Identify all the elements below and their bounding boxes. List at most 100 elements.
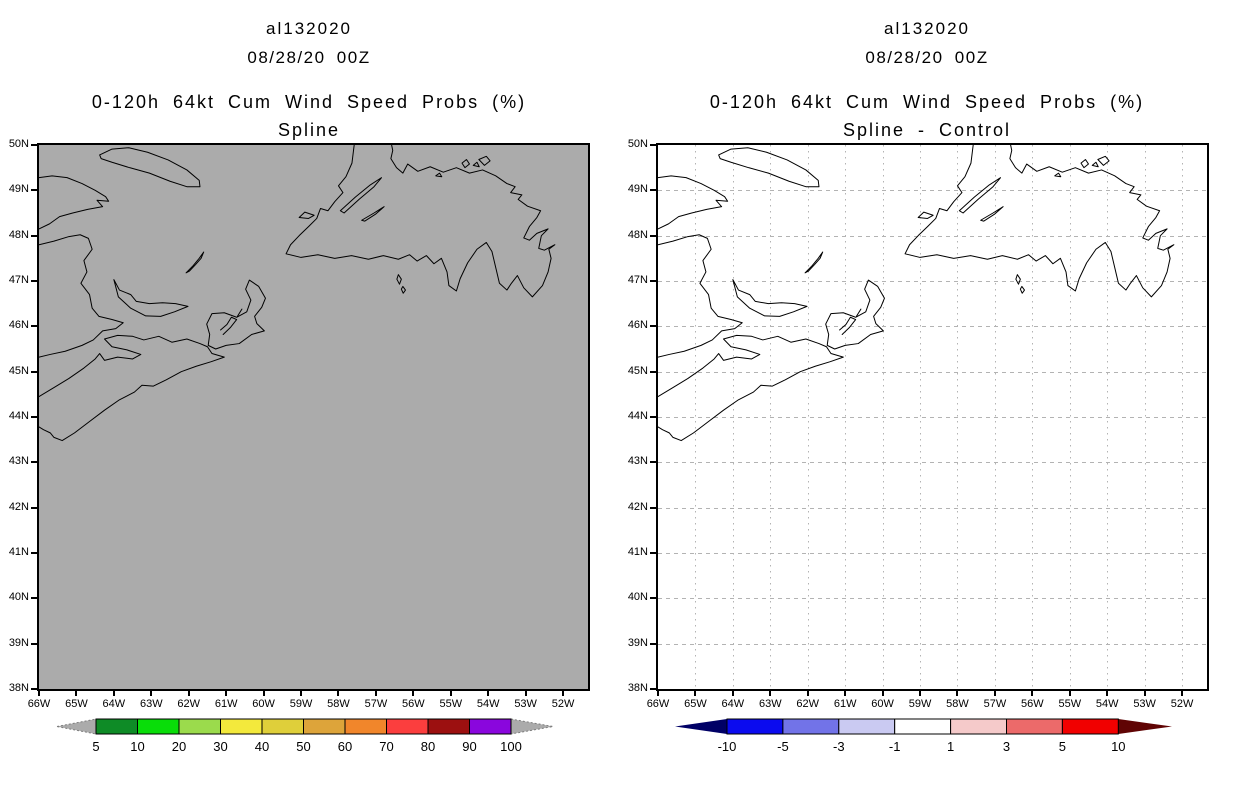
colorbar-segment: [386, 718, 429, 735]
lon-tick: [412, 691, 415, 696]
lon-label: 52W: [1170, 698, 1194, 710]
lon-tick: [919, 691, 922, 696]
colorbar-segment: [95, 718, 138, 735]
lat-tick: [31, 461, 37, 464]
lon-label: 62W: [796, 698, 820, 710]
lon-tick: [487, 691, 490, 696]
colorbar-tick-label: 100: [500, 739, 522, 754]
lon-label: 54W: [1095, 698, 1119, 710]
lon-label: 66W: [27, 698, 51, 710]
lat-tick: [650, 325, 656, 328]
lat-label: 46N: [8, 319, 29, 332]
lon-tick: [524, 691, 527, 696]
lon-label: 52W: [551, 698, 575, 710]
lon-tick: [844, 691, 847, 696]
lat-tick: [31, 642, 37, 645]
lon-label: 56W: [1021, 698, 1044, 710]
lat-label: 47N: [8, 274, 29, 286]
colorbar-tick-label: 10: [1111, 739, 1125, 754]
storm-id: al132020: [884, 19, 970, 38]
lat-label: 45N: [627, 364, 648, 377]
lon-tick: [337, 691, 340, 696]
lat-label: 48N: [627, 228, 648, 241]
plot-title: 0-120h 64kt Cum Wind Speed Probs (%): [709, 92, 1145, 112]
lat-tick: [650, 189, 656, 192]
colorbar-segment: [137, 718, 180, 735]
gridline-parallel: [658, 553, 1207, 554]
lon-label: 58W: [946, 698, 969, 710]
gridline-parallel: [658, 417, 1207, 418]
colorbar-under-arrow: [56, 718, 97, 735]
lon-label: 56W: [402, 698, 425, 710]
lon-label: 58W: [327, 698, 350, 710]
lat-label: 44N: [627, 410, 648, 422]
lon-tick: [225, 691, 228, 696]
lon-tick: [731, 691, 734, 696]
lon-label: 63W: [758, 698, 782, 710]
lat-label: 39N: [8, 636, 29, 649]
lon-tick: [1106, 691, 1109, 696]
lat-tick: [31, 280, 37, 282]
lat-tick: [31, 189, 37, 192]
lat-tick: [31, 416, 37, 418]
lon-label: 66W: [646, 698, 670, 710]
colorbar-tick-label: 3: [1003, 739, 1010, 754]
lat-tick: [31, 597, 37, 600]
lat-tick: [31, 144, 37, 146]
lon-tick: [657, 691, 659, 696]
lat-tick: [650, 280, 656, 282]
colorbar-segment: [261, 718, 304, 735]
lon-tick: [449, 691, 452, 696]
lon-tick: [300, 691, 303, 696]
lat-label: 38N: [8, 682, 29, 694]
colorbar-segment: [950, 718, 1007, 735]
lat-tick: [31, 325, 37, 328]
colorbar-tick-label: 10: [130, 739, 144, 754]
lat-tick: [650, 552, 656, 554]
lon-tick: [150, 691, 153, 696]
colorbar-segment: [469, 718, 512, 735]
colorbar-tick-label: 5: [1059, 739, 1066, 754]
lon-label: 65W: [65, 698, 88, 710]
lon-label: 55W: [439, 698, 463, 710]
lon-label: 59W: [289, 698, 313, 710]
lon-label: 62W: [177, 698, 201, 710]
colorbar-under-arrow: [675, 719, 727, 734]
gridline-parallel: [658, 462, 1207, 463]
colorbar-segment: [726, 718, 784, 735]
colorbar-tick-label: 70: [379, 739, 393, 754]
colorbar-segment: [303, 718, 346, 735]
lon-tick: [993, 691, 996, 696]
colorbar-segment: [838, 718, 896, 735]
lon-label: 57W: [983, 698, 1007, 710]
lon-tick: [956, 691, 959, 696]
colorbar-tick-label: 30: [213, 739, 227, 754]
init-time: 08/28/20 00Z: [865, 48, 989, 67]
gridline-parallel: [658, 644, 1207, 645]
colorbar-tick-label: -10: [718, 739, 737, 754]
plot-subtitle: Spline - Control: [842, 120, 1012, 140]
lon-label: 59W: [908, 698, 932, 710]
colorbar-tick-label: -5: [777, 739, 789, 754]
colorbar-segment: [427, 718, 470, 735]
lon-label: 61W: [833, 698, 857, 710]
map-spline-minus-control: [656, 143, 1209, 691]
init-time: 08/28/20 00Z: [247, 48, 371, 67]
lat-label: 44N: [8, 410, 29, 422]
gridline-parallel: [658, 372, 1207, 373]
lat-label: 41N: [8, 546, 29, 558]
gridline-parallel: [658, 326, 1207, 327]
lat-label: 49N: [627, 183, 648, 196]
colorbar-segment: [344, 718, 387, 735]
lat-tick: [650, 597, 656, 600]
lon-label: 60W: [871, 698, 894, 710]
lon-tick: [562, 691, 565, 696]
lon-label: 61W: [214, 698, 238, 710]
colorbar-tick-label: 5: [92, 739, 99, 754]
lat-tick: [31, 370, 37, 373]
lon-tick: [38, 691, 40, 696]
plot-title: 0-120h 64kt Cum Wind Speed Probs (%): [91, 92, 527, 112]
lon-label: 53W: [1133, 698, 1156, 710]
